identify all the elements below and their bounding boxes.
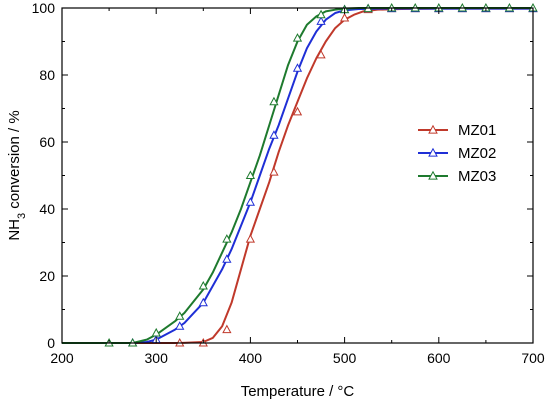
data-point-mz01: [222, 324, 232, 334]
legend-label-mz03: MZ03: [458, 168, 496, 185]
y-axis-title-subscript: 3: [16, 213, 28, 219]
data-point-mz03: [269, 96, 279, 106]
y-tick-label: 80: [39, 67, 55, 83]
legend-marker-mz01: [428, 124, 438, 134]
data-point-mz01: [339, 13, 350, 22]
x-tick-label: 500: [333, 350, 357, 366]
legend: MZ01 MZ02 MZ03: [418, 122, 496, 185]
data-point-mz02: [292, 63, 303, 72]
y-tick-label: 20: [39, 268, 55, 284]
y-tick-label: 0: [47, 335, 55, 351]
axes-layer: 200 300 400 500 600 700 0 20 40 60 80 100: [32, 0, 545, 366]
data-point-mz03: [222, 234, 232, 243]
data-point-mz02: [222, 254, 232, 263]
data-point-mz01: [292, 106, 303, 116]
legend-label-mz02: MZ02: [458, 145, 496, 162]
x-tick-label: 400: [239, 350, 263, 366]
series-line-mz03: [62, 7, 533, 344]
data-point-mz02: [269, 130, 279, 139]
series-line-mz02: [62, 7, 533, 344]
data-point-mz03: [316, 9, 326, 19]
x-tick-label: 300: [145, 350, 169, 366]
x-tick-label: 200: [50, 350, 74, 366]
data-point-mz02: [316, 16, 326, 25]
data-point-mz03: [292, 33, 303, 42]
data-point-mz02: [175, 321, 185, 330]
data-point-mz02: [245, 197, 256, 206]
legend-marker-mz02: [428, 147, 438, 157]
data-point-mz03: [175, 311, 185, 320]
data-point-mz03: [245, 170, 256, 179]
data-point-mz01: [316, 49, 326, 59]
data-point-mz02: [198, 297, 208, 307]
data-point-mz01: [269, 167, 279, 176]
data-point-mz01: [245, 234, 256, 243]
x-tick-label: 700: [521, 350, 545, 366]
y-tick-label: 60: [39, 134, 55, 150]
y-axis-title: NH3 conversion / %: [6, 110, 28, 240]
x-tick-label: 600: [427, 350, 451, 366]
y-tick-label: 100: [32, 0, 56, 16]
y-axis-title-rest: conversion / %: [6, 110, 23, 213]
data-point-mz03: [151, 327, 161, 337]
y-tick-label: 40: [39, 201, 55, 217]
legend-label-mz01: MZ01: [458, 122, 496, 139]
legend-marker-mz03: [428, 170, 438, 180]
y-axis-title-main: NH: [6, 219, 23, 241]
x-axis-title: Temperature / °C: [241, 383, 355, 400]
data-point-mz03: [198, 281, 208, 290]
